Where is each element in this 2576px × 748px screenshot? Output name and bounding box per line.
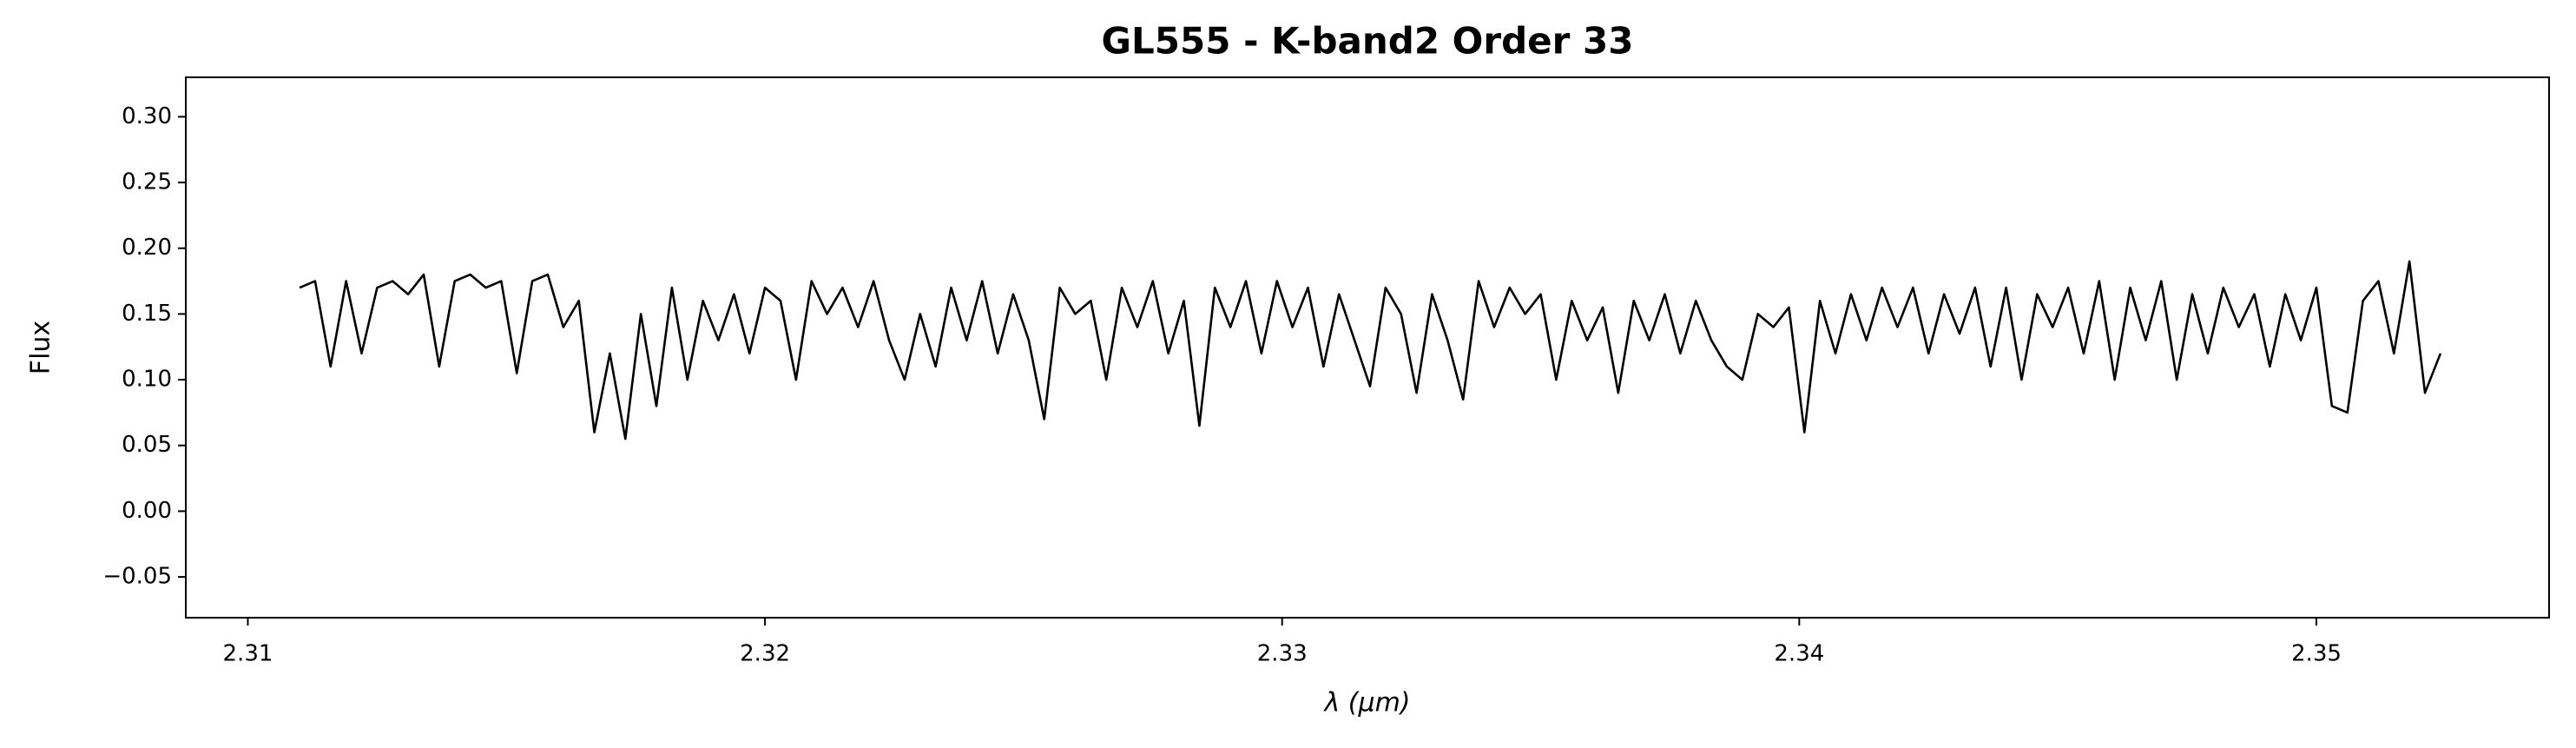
y-tick-label: 0.25 — [122, 169, 172, 195]
x-tick-label: 2.32 — [740, 641, 790, 667]
y-tick-label: 0.30 — [122, 103, 172, 129]
chart-title: GL555 - K-band2 Order 33 — [1102, 20, 1634, 63]
spectrum-line — [299, 260, 2442, 440]
x-tick-label: 2.33 — [1257, 641, 1308, 667]
y-tick-label: 0.00 — [122, 498, 172, 524]
x-tick-label: 2.35 — [2291, 641, 2342, 667]
y-tick-label: 0.10 — [122, 367, 172, 393]
plot-frame — [185, 76, 2550, 619]
x-tick-label: 2.31 — [223, 641, 273, 667]
y-tick-label: −0.05 — [102, 564, 172, 590]
y-axis-label: Flux — [26, 321, 56, 374]
x-tick-label: 2.34 — [1774, 641, 1824, 667]
y-tick-label: 0.15 — [122, 301, 172, 327]
y-tick-label: 0.05 — [122, 432, 172, 458]
x-axis-label: λ (μm) — [1322, 688, 1410, 718]
y-tick-label: 0.20 — [122, 235, 172, 261]
